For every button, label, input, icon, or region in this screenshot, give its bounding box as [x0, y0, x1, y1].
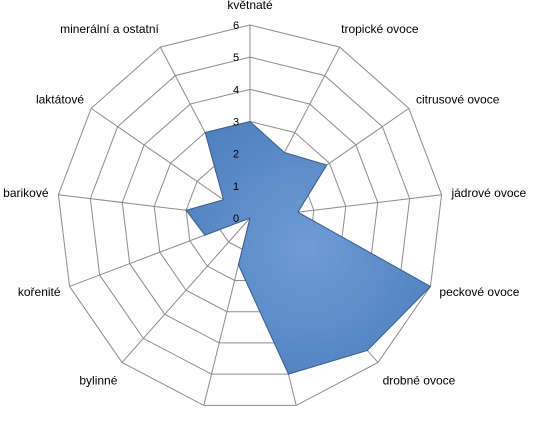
spoke-8	[122, 218, 250, 362]
category-label-2: citrusové ovoce	[416, 92, 500, 106]
category-label-10: barikové	[3, 186, 49, 200]
category-label-9: kořenité	[18, 285, 61, 299]
tick-label-2: 2	[233, 149, 239, 161]
category-label-8: bylinné	[79, 373, 117, 387]
series-area-0	[186, 122, 430, 375]
radar-series	[186, 121, 430, 374]
tick-label-4: 4	[233, 84, 239, 96]
category-label-1: tropické ovoce	[341, 22, 419, 36]
tick-label-5: 5	[233, 52, 239, 64]
category-label-3: jádrové ovoce	[450, 186, 526, 200]
tick-label-3: 3	[233, 117, 239, 129]
category-label-12: minerální a ostatní	[60, 22, 159, 36]
tick-label-0: 0	[233, 213, 239, 225]
tick-label-1: 1	[233, 181, 239, 193]
tick-label-6: 6	[233, 20, 239, 32]
category-label-4: peckové ovoce	[439, 285, 519, 299]
category-label-11: laktátové	[36, 92, 84, 106]
category-label-0: květnaté	[227, 0, 273, 12]
category-label-5: drobné ovoce	[383, 373, 456, 387]
